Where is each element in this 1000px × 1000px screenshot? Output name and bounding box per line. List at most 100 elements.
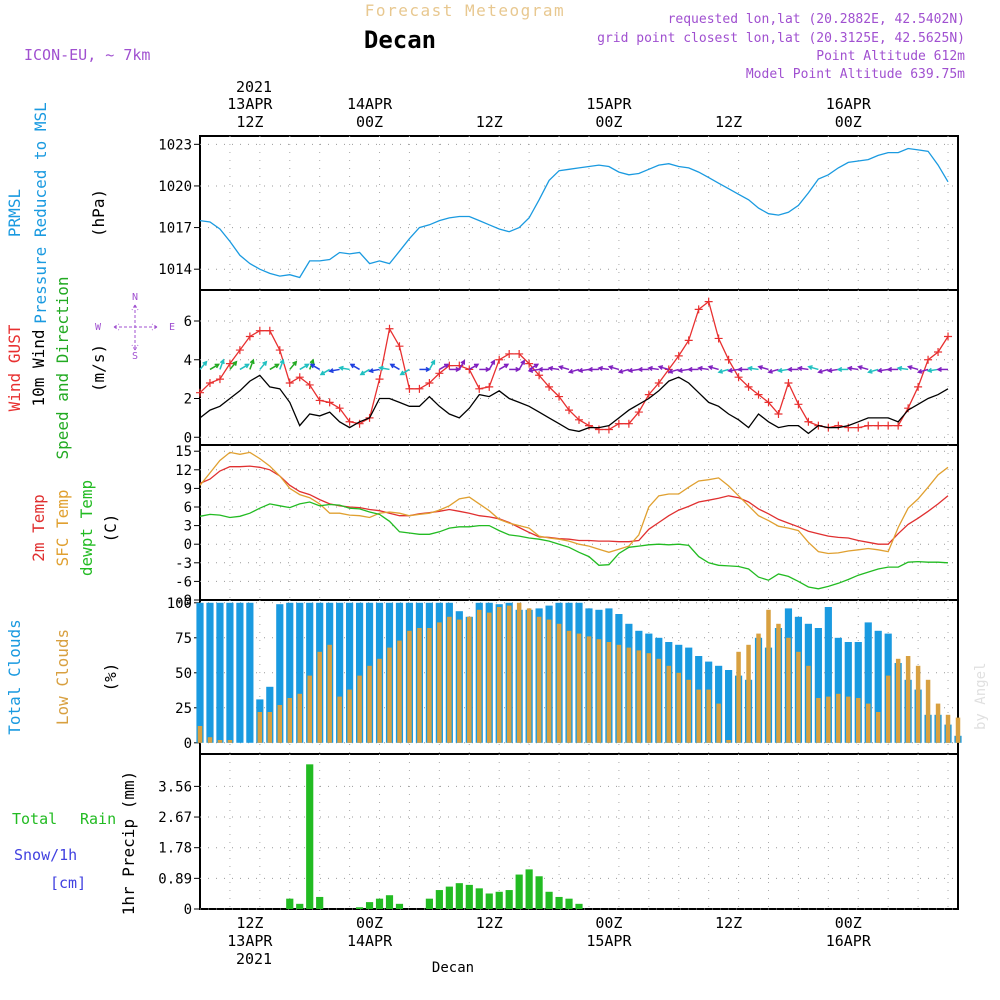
top-hour-label: 00Z — [835, 113, 862, 131]
wind-label: 10m Wind — [29, 329, 48, 406]
arrow-shaft — [808, 365, 819, 371]
arrow-head — [219, 358, 225, 365]
bar-total-rain — [495, 891, 503, 909]
bar-low-clouds — [397, 640, 402, 743]
arrow-shaft — [668, 368, 679, 373]
bottom-hour-label: 12Z — [476, 914, 503, 932]
wind-direction-arrow — [667, 368, 679, 374]
wind-direction-arrow — [727, 367, 739, 373]
arrow-head — [473, 363, 480, 369]
snow-label: Snow/1h — [14, 846, 77, 864]
arrow-shaft — [528, 363, 539, 371]
wind-direction-arrow — [509, 366, 521, 373]
arrow-shaft — [678, 368, 689, 372]
panel-clouds: 0 25 50 75 100 — [167, 596, 962, 755]
gust-point — [754, 390, 763, 399]
bar-low-clouds — [197, 726, 203, 743]
bar-low-clouds — [935, 703, 941, 743]
arrow-head — [677, 367, 683, 373]
wind-direction-arrow — [557, 365, 570, 371]
wind-direction-arrow — [807, 365, 819, 371]
pressure-unit: (hPa) — [89, 189, 108, 237]
y-tick-label: 6 — [184, 500, 192, 516]
bar-total-rain — [455, 883, 463, 909]
bar-total-rain — [445, 886, 453, 909]
wind-direction-arrow — [319, 368, 331, 376]
arrow-head — [214, 363, 220, 369]
y-tick-label: 1023 — [158, 137, 192, 153]
arrow-head — [876, 367, 883, 373]
gust-point — [604, 425, 613, 434]
series-line-dewpt-temp — [199, 501, 949, 590]
bar-low-clouds — [207, 737, 213, 743]
bar-low-clouds — [477, 609, 482, 743]
arrow-shaft — [578, 368, 590, 372]
gust-point — [345, 417, 354, 426]
y-tick-label: 9 — [184, 481, 192, 497]
credit-watermark: by Angel — [973, 663, 989, 730]
bar-total-clouds — [226, 602, 234, 743]
wind-direction-arrow — [886, 366, 899, 373]
arrow-shaft — [498, 363, 509, 371]
bar-total-rain — [515, 874, 523, 909]
wind-direction-arrow — [249, 358, 255, 370]
gust-point — [644, 390, 653, 399]
top-hour-label: 12Z — [236, 113, 263, 131]
arrow-head — [807, 365, 813, 371]
wind-direction-arrow — [796, 365, 809, 372]
direction-label: Speed and Direction — [53, 276, 72, 459]
arrow-shaft — [269, 363, 279, 371]
wind-direction-arrow — [528, 363, 540, 371]
y-tick-label: 1017 — [158, 221, 192, 237]
bar-total-clouds — [276, 604, 284, 743]
bar-low-clouds — [856, 698, 861, 743]
gust-point — [624, 419, 633, 428]
bar-low-clouds — [945, 714, 951, 743]
y-tick-label: 4 — [184, 353, 192, 369]
panel-frame — [199, 444, 959, 601]
bar-total-rain — [355, 907, 364, 909]
low-clouds-label: Low Clouds — [53, 629, 72, 725]
arrow-head — [757, 365, 763, 371]
gust-point — [854, 423, 863, 432]
y-tick-label: 50 — [175, 666, 192, 682]
arrow-shaft — [858, 365, 869, 371]
model-name: ICON-EU, ~ 7km — [24, 46, 150, 64]
bar-low-clouds — [786, 637, 791, 743]
bottom-hour-label: 00Z — [835, 914, 862, 932]
gust-point — [375, 375, 384, 384]
compass-south: S — [132, 351, 138, 362]
gust-point — [335, 404, 344, 413]
gust-point — [245, 332, 254, 341]
sfc-temp-label: SFC Temp — [53, 489, 72, 566]
arrow-head — [687, 366, 693, 373]
arrow-shaft — [708, 365, 719, 371]
arrow-head — [537, 366, 543, 373]
bar-low-clouds — [686, 679, 691, 743]
gust-point — [235, 346, 244, 355]
gust-point — [724, 355, 733, 364]
gust-point — [215, 375, 224, 384]
arrow-shaft — [458, 360, 465, 370]
top-hour-label: 12Z — [476, 113, 503, 131]
total-label: Total — [12, 810, 57, 828]
bar-total-rain — [475, 888, 483, 909]
arrow-head — [527, 367, 534, 373]
gust-point — [684, 336, 693, 345]
bar-total-rain — [565, 898, 573, 909]
arrow-head — [736, 366, 743, 373]
bar-total-clouds — [854, 642, 862, 743]
arrow-head — [786, 366, 793, 373]
bar-total-rain — [465, 884, 473, 909]
wind-direction-arrow — [587, 366, 599, 373]
arrow-shaft — [698, 367, 709, 371]
model-altitude: Model Point Altitude 639.75m — [746, 67, 965, 82]
bar-total-clouds — [216, 602, 224, 743]
y-tick-label: 3.56 — [158, 779, 192, 795]
bar-total-rain — [316, 896, 324, 909]
wind-direction-arrow — [537, 366, 550, 373]
arrow-head — [826, 367, 833, 373]
gust-point — [275, 346, 284, 355]
bar-low-clouds — [806, 665, 811, 743]
snow-unit: [cm] — [50, 874, 86, 892]
